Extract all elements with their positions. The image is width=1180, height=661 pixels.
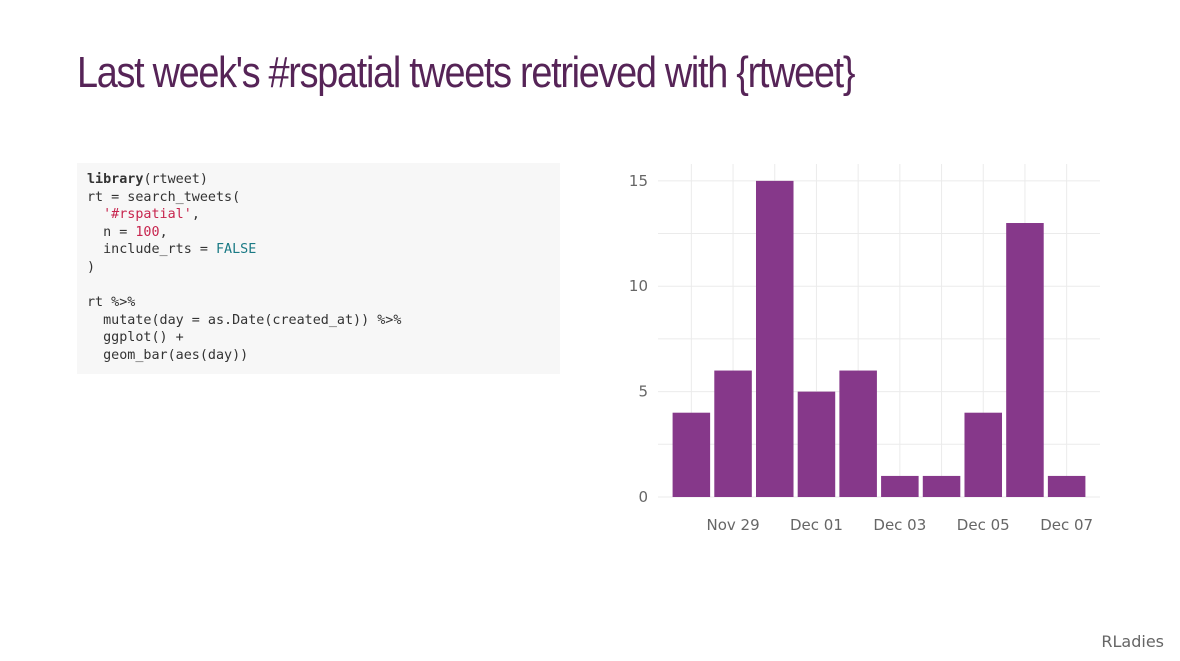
code-token: include_rts = [87,242,216,258]
chart-bars [672,180,1086,497]
x-tick-label: Dec 05 [957,516,1010,534]
bar-chart: 0 5 10 15 Nov 29 Dec 01 Dec 03 Dec 05 Dec 07 [629,164,1100,534]
bar [672,412,711,497]
bar [797,391,836,497]
y-tick-label: 15 [629,172,648,190]
chart-grid [658,164,1100,498]
code-token: ggplot() + [87,330,184,346]
code-line: ) [87,260,95,275]
code-token [87,207,103,222]
code-token: n = [87,224,136,240]
code-token: , [159,224,168,240]
footer-brand: RLadies [1101,632,1164,651]
slide-title: Last week's #rspatial tweets retrieved w… [77,48,856,97]
x-tick-label: Dec 01 [790,516,843,534]
code-token: ) [87,259,96,275]
bar [922,475,961,497]
code-line: rt %>% [87,295,135,310]
bar [1047,475,1086,497]
code-block: library(rtweet) rt = search_tweets( '#rs… [77,163,560,374]
bar [839,370,877,497]
code-token: mutate(day = as.Date(created_at)) %>% [87,312,402,328]
x-tick-label: Nov 29 [706,516,759,534]
code-token: FALSE [216,242,257,258]
x-tick-label: Dec 03 [873,516,926,534]
bar [755,180,794,497]
y-tick-label: 0 [638,488,648,506]
chart-axes: 0 5 10 15 Nov 29 Dec 01 Dec 03 Dec 05 Dec 07 [629,172,1093,534]
bar [964,412,1003,497]
code-line: rt = search_tweets( [87,190,240,205]
code-token: 100 [135,224,160,240]
code-line: ggplot() + [87,330,184,345]
code-text: library(rtweet) rt = search_tweets( '#rs… [87,171,550,365]
y-tick-label: 10 [629,277,648,295]
code-line: n = 100, [87,225,168,240]
code-line: mutate(day = as.Date(created_at)) %>% [87,313,401,328]
code-token: rt %>% [87,295,136,311]
code-token: , [191,207,200,223]
y-tick-label: 5 [638,383,648,401]
code-line: library(rtweet) [87,172,208,187]
bar [881,475,919,497]
bar [1006,223,1044,497]
code-line: include_rts = FALSE [87,242,256,257]
code-line: '#rspatial', [87,207,200,222]
x-tick-label: Dec 07 [1040,516,1093,534]
code-line: geom_bar(aes(day)) [87,348,248,363]
bar [714,370,752,497]
code-token: (rtweet) [143,172,208,187]
code-token: geom_bar(aes(day)) [87,347,249,363]
code-token: rt = search_tweets( [87,189,241,205]
code-token: '#rspatial' [103,207,192,223]
code-token: library [87,172,144,187]
